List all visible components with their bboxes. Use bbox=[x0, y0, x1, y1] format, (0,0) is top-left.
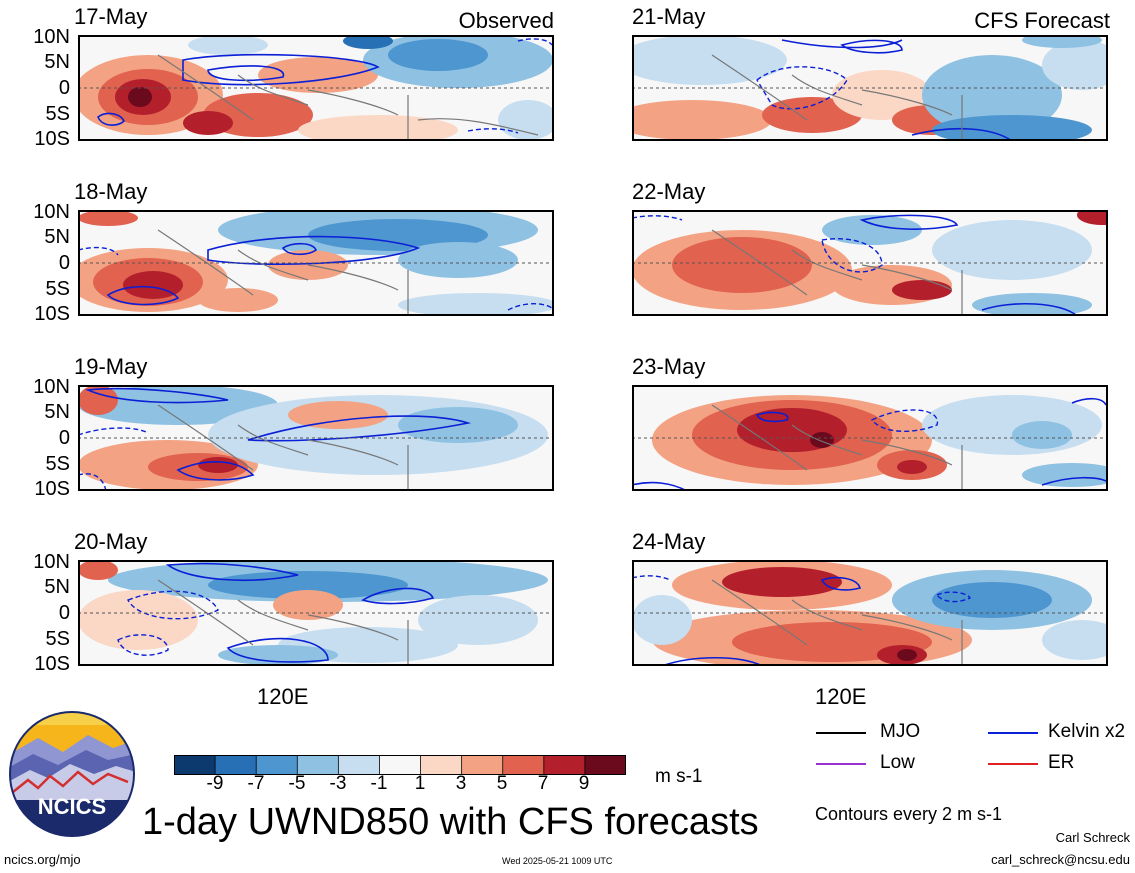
contours-note: Contours every 2 m s-1 bbox=[815, 804, 1003, 824]
panel-date-fc-4: 24-May bbox=[632, 529, 706, 554]
lat-label-5s: 5S bbox=[45, 278, 70, 300]
lat-label-5n: 5N bbox=[44, 226, 70, 248]
map-panel-fc-4 bbox=[632, 560, 1108, 666]
legend-label-mjo: MJO bbox=[880, 721, 921, 742]
lat-label-5s: 5S bbox=[45, 103, 70, 125]
lon-label-fc: 120E bbox=[815, 684, 867, 709]
lat-label-eq: 0 bbox=[58, 77, 70, 99]
colorbar-cell bbox=[502, 755, 545, 775]
ncics-logo: NCICS bbox=[9, 711, 135, 837]
cb-tick-label: -3 bbox=[329, 773, 347, 794]
cb-tick-label: 1 bbox=[414, 773, 426, 794]
footer-timestamp: Wed 2025-05-21 1009 UTC bbox=[502, 856, 613, 866]
lat-label-10n: 10N bbox=[33, 551, 70, 573]
footer-url: ncics.org/mjo bbox=[4, 852, 81, 867]
figure-title: 1-day UWND850 with CFS forecasts bbox=[142, 801, 759, 843]
map-panel-obs-4 bbox=[78, 560, 554, 666]
colorbar-cell bbox=[256, 755, 298, 775]
footer-author: Carl Schreck bbox=[1055, 830, 1130, 845]
cb-tick-label: 3 bbox=[455, 773, 467, 794]
colorbar-cell bbox=[338, 755, 380, 775]
lat-label-10s: 10S bbox=[34, 478, 70, 500]
panel-date-fc-3: 23-May bbox=[632, 354, 706, 379]
colorbar-cell bbox=[420, 755, 463, 775]
colorbar-unit: m s-1 bbox=[655, 766, 703, 787]
logo-text: NCICS bbox=[38, 794, 106, 819]
lat-label-eq: 0 bbox=[58, 252, 70, 274]
observed-label: Observed bbox=[458, 8, 554, 33]
lat-label-5s: 5S bbox=[45, 628, 70, 650]
cb-tick-label: -9 bbox=[206, 773, 224, 794]
cb-tick-label: 5 bbox=[496, 773, 508, 794]
colorbar-cell bbox=[543, 755, 586, 775]
lat-label-5n: 5N bbox=[44, 51, 70, 73]
legend-label-er: ER bbox=[1048, 752, 1075, 773]
map-panel-fc-3 bbox=[632, 385, 1108, 491]
panel-date-obs-1: 17-May bbox=[74, 4, 148, 29]
lat-label-5s: 5S bbox=[45, 453, 70, 475]
colorbar bbox=[174, 755, 626, 775]
legend-line-low bbox=[816, 763, 866, 765]
panel-date-obs-2: 18-May bbox=[74, 179, 148, 204]
cb-tick-label: -5 bbox=[288, 773, 306, 794]
colorbar-cell bbox=[379, 755, 422, 775]
panel-date-fc-1: 21-May bbox=[632, 4, 706, 29]
map-panel-fc-2 bbox=[632, 210, 1108, 316]
colorbar-cell bbox=[584, 755, 626, 775]
legend-line-mjo bbox=[816, 732, 866, 734]
map-panel-obs-1 bbox=[78, 35, 554, 141]
lat-label-10n: 10N bbox=[33, 376, 70, 398]
colorbar-cell bbox=[461, 755, 504, 775]
colorbar-cell bbox=[297, 755, 339, 775]
cb-tick-label: -7 bbox=[247, 773, 265, 794]
panel-date-obs-4: 20-May bbox=[74, 529, 148, 554]
cb-tick-label: 7 bbox=[537, 773, 549, 794]
lat-label-10s: 10S bbox=[34, 653, 70, 675]
lon-label-obs: 120E bbox=[257, 684, 309, 709]
lat-label-10s: 10S bbox=[34, 303, 70, 325]
colorbar-cell bbox=[174, 755, 216, 775]
colorbar-cell bbox=[215, 755, 257, 775]
lat-label-5n: 5N bbox=[44, 401, 70, 423]
panel-date-obs-3: 19-May bbox=[74, 354, 148, 379]
lat-label-eq: 0 bbox=[58, 427, 70, 449]
lat-label-eq: 0 bbox=[58, 602, 70, 624]
legend-label-kelvin: Kelvin x2 bbox=[1048, 721, 1126, 742]
forecast-label: CFS Forecast bbox=[974, 8, 1110, 33]
lat-label-10n: 10N bbox=[33, 201, 70, 223]
legend-line-er bbox=[988, 763, 1038, 765]
footer-email: carl_schreck@ncsu.edu bbox=[991, 852, 1130, 867]
lat-label-10s: 10S bbox=[34, 128, 70, 150]
lat-label-10n: 10N bbox=[33, 26, 70, 48]
legend-line-kelvin bbox=[988, 732, 1038, 734]
cb-tick-label: 9 bbox=[578, 773, 590, 794]
map-panel-obs-3 bbox=[78, 385, 554, 491]
legend-label-low: Low bbox=[880, 752, 915, 773]
lat-label-5n: 5N bbox=[44, 576, 70, 598]
map-panel-obs-2 bbox=[78, 210, 554, 316]
cb-tick-label: -1 bbox=[370, 773, 388, 794]
map-panel-fc-1 bbox=[632, 35, 1108, 141]
panel-date-fc-2: 22-May bbox=[632, 179, 706, 204]
